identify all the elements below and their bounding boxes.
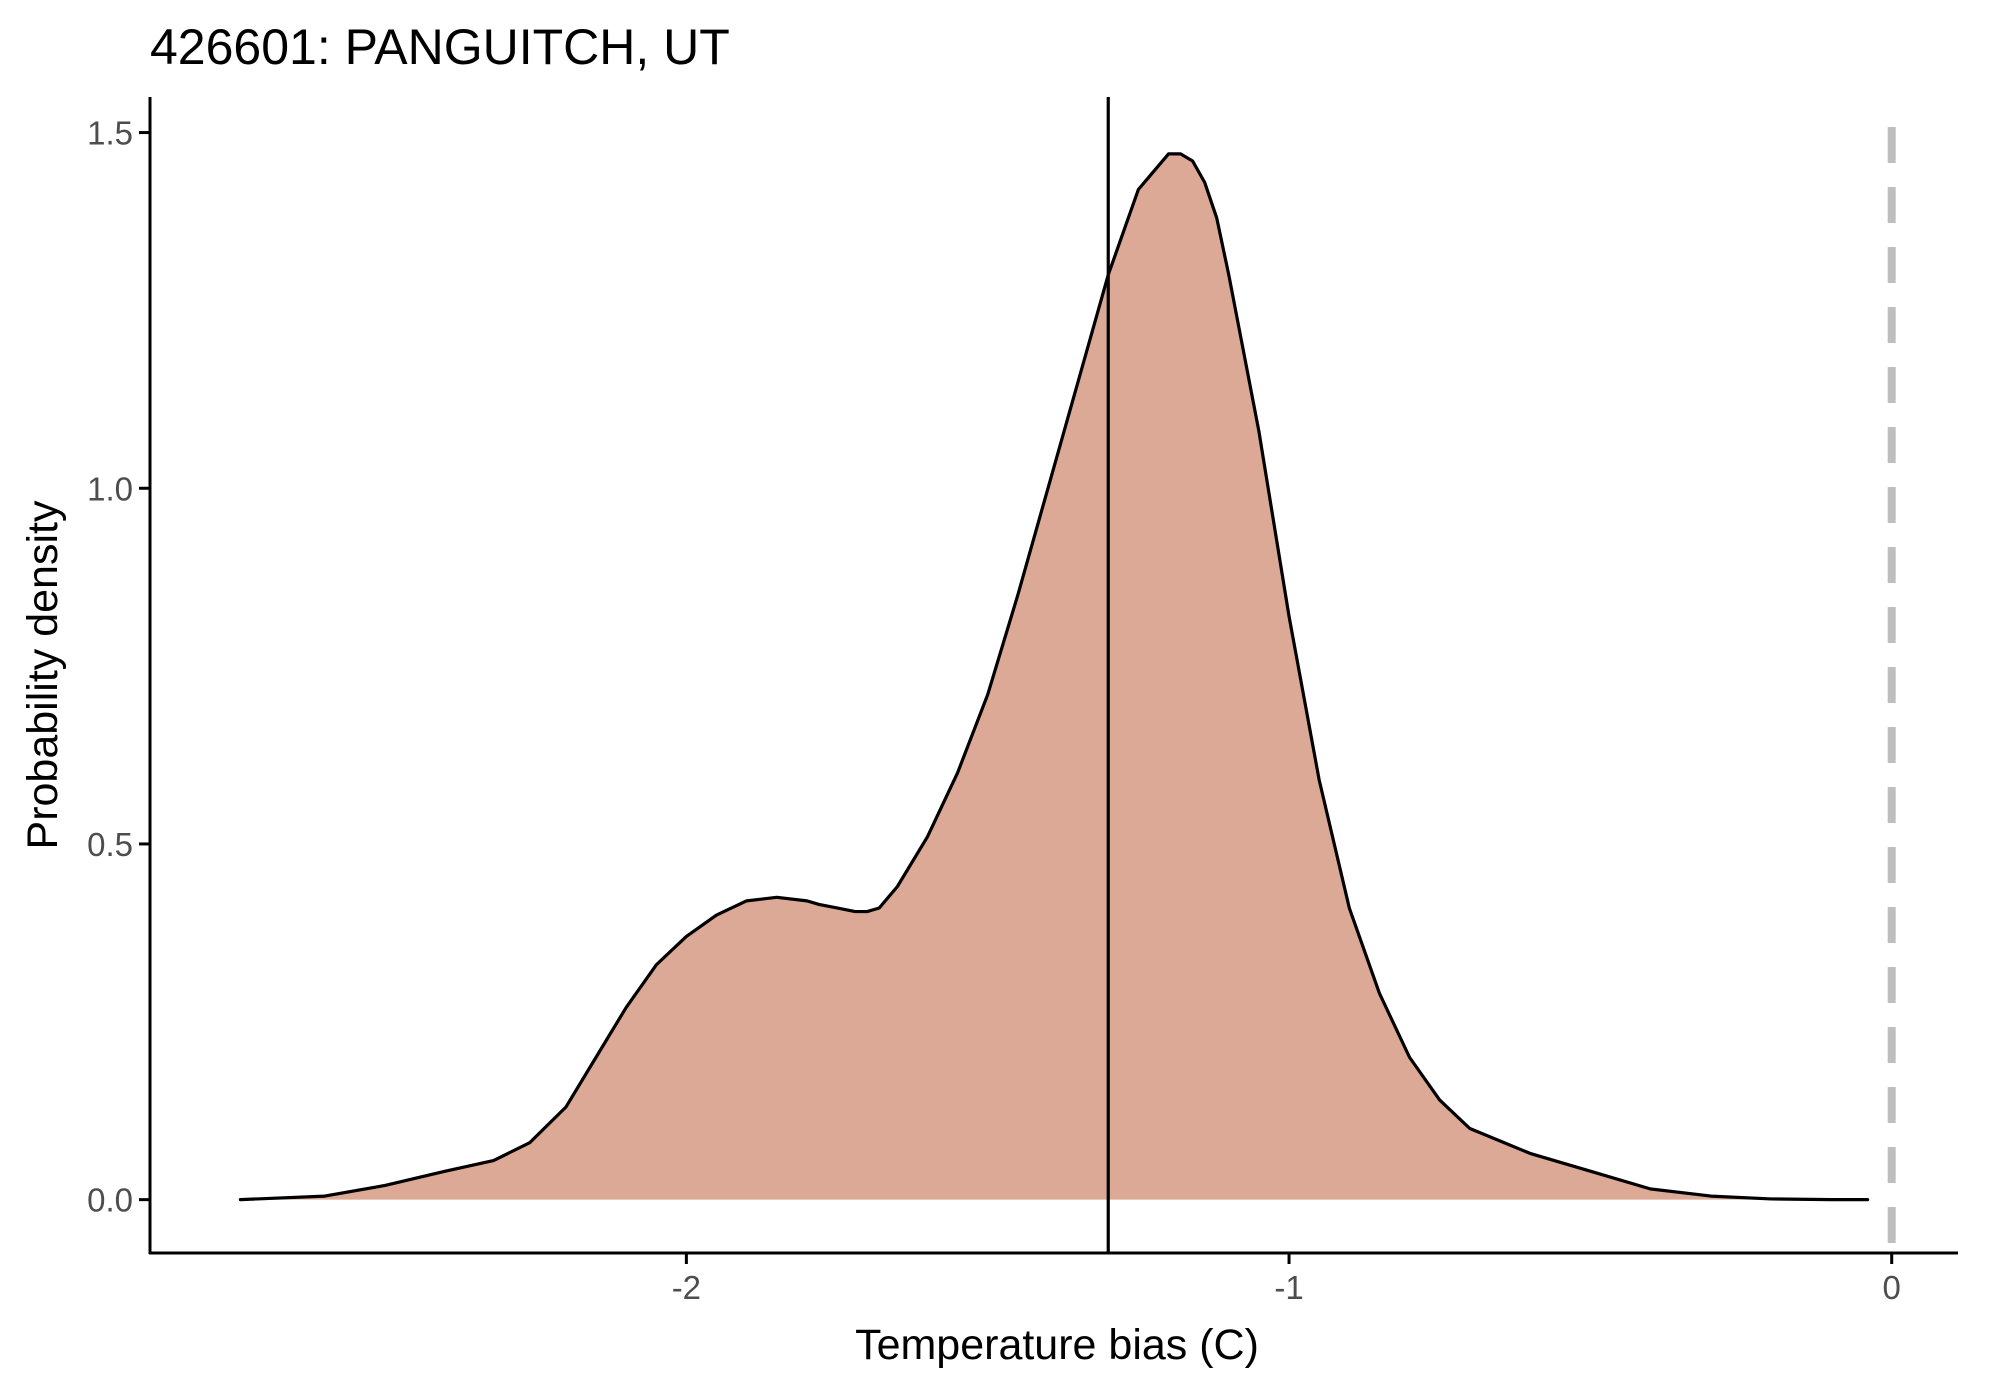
x-tick-label: -2 — [672, 1269, 701, 1306]
tick-marks-and-labels: -2 -1 0 0.0 0.5 1.0 1.5 — [87, 115, 1901, 1306]
density-curve-line — [238, 152, 1870, 1202]
chart-title: 426601: PANGUITCH, UT — [150, 19, 730, 75]
y-tick-label: 0.0 — [87, 1182, 133, 1219]
y-tick-label: 1.5 — [87, 115, 133, 152]
y-tick-label: 0.5 — [87, 826, 133, 863]
x-axis-label: Temperature bias (C) — [855, 1321, 1259, 1369]
y-tick-label: 1.0 — [87, 470, 133, 507]
density-area-fill — [240, 153, 1868, 1200]
y-axis-label: Probability density — [19, 500, 67, 849]
plot-area — [238, 97, 1896, 1253]
x-tick-label: 0 — [1883, 1269, 1901, 1306]
x-tick-label: -1 — [1274, 1269, 1303, 1306]
axes — [148, 97, 1958, 1255]
